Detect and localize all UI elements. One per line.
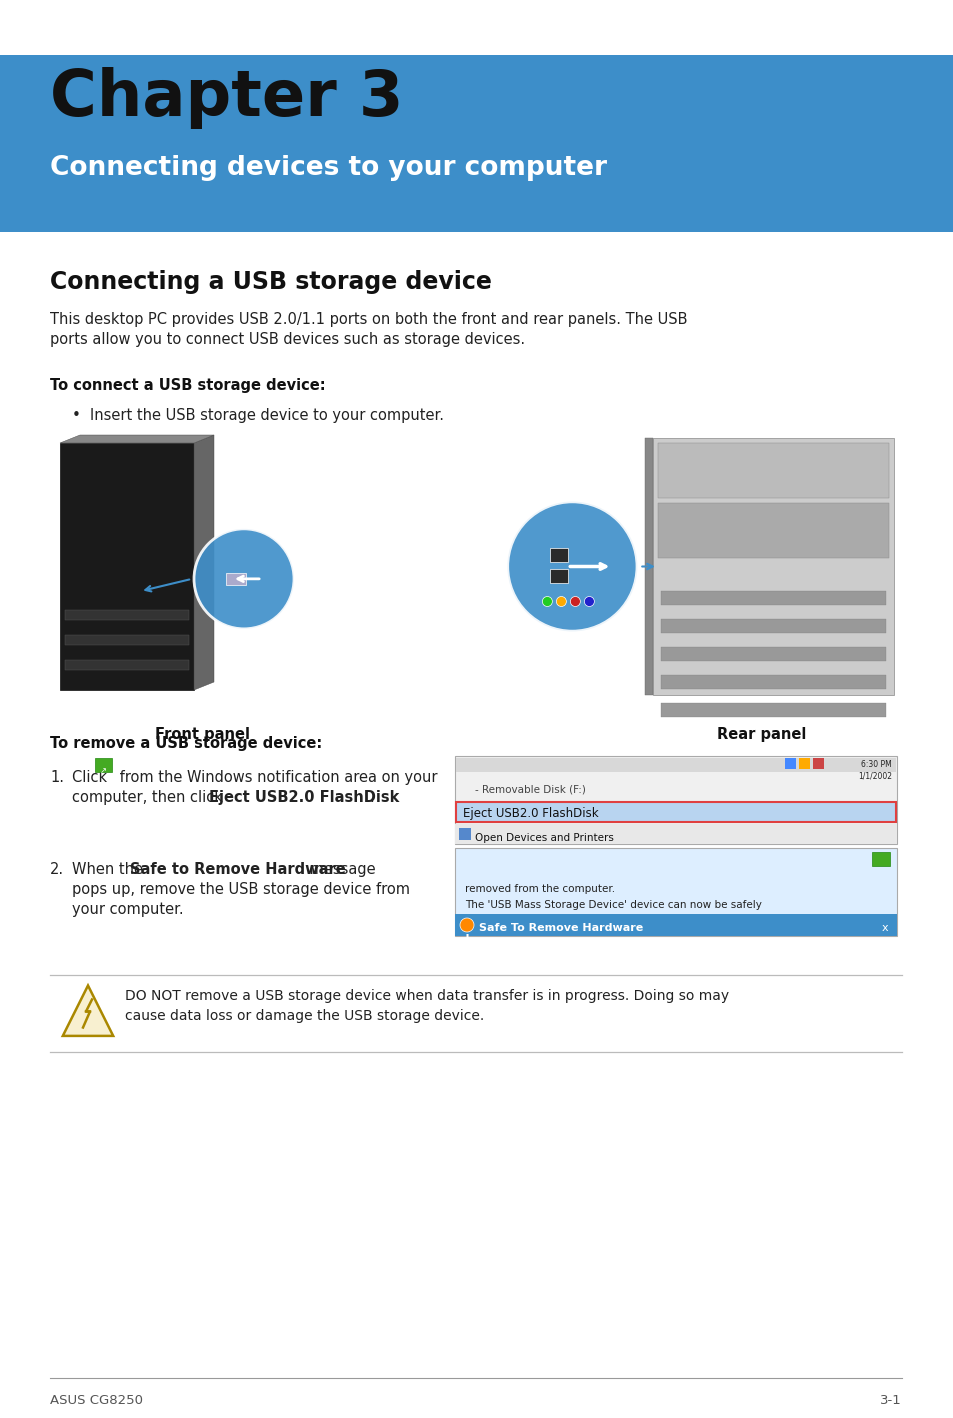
Bar xyxy=(455,756,896,844)
Bar xyxy=(660,620,885,632)
Text: .: . xyxy=(369,790,374,805)
Bar xyxy=(95,759,112,771)
Bar xyxy=(458,828,471,839)
Text: Safe To Remove Hardware: Safe To Remove Hardware xyxy=(478,923,642,933)
Bar xyxy=(550,547,568,562)
Text: DO NOT remove a USB storage device when data transfer is in progress. Doing so m: DO NOT remove a USB storage device when … xyxy=(125,988,728,1003)
Text: Connecting devices to your computer: Connecting devices to your computer xyxy=(50,155,606,182)
Bar xyxy=(65,635,189,645)
Text: Eject USB2.0 FlashDisk: Eject USB2.0 FlashDisk xyxy=(462,807,598,820)
Bar xyxy=(455,824,896,844)
Bar xyxy=(226,573,246,584)
Text: This desktop PC provides USB 2.0/1.1 ports on both the front and rear panels. Th: This desktop PC provides USB 2.0/1.1 por… xyxy=(50,312,687,328)
Circle shape xyxy=(570,597,579,607)
Bar xyxy=(657,442,888,498)
Text: - Removable Disk (F:): - Removable Disk (F:) xyxy=(475,784,585,794)
Bar xyxy=(550,569,568,583)
Circle shape xyxy=(507,502,637,631)
Bar xyxy=(871,852,889,866)
Circle shape xyxy=(584,597,594,607)
Text: your computer.: your computer. xyxy=(71,902,183,917)
Bar xyxy=(784,759,795,769)
Bar xyxy=(652,438,893,695)
Bar xyxy=(455,848,896,936)
Bar xyxy=(657,503,888,559)
Circle shape xyxy=(556,597,566,607)
Bar xyxy=(812,759,823,769)
Bar xyxy=(60,442,193,691)
Bar xyxy=(65,659,189,669)
Bar xyxy=(0,55,953,233)
Polygon shape xyxy=(60,435,213,442)
Text: 1.: 1. xyxy=(50,770,64,786)
Text: To connect a USB storage device:: To connect a USB storage device: xyxy=(50,379,325,393)
Text: Front panel: Front panel xyxy=(154,727,250,742)
Text: 2.: 2. xyxy=(50,862,64,876)
Text: Rear panel: Rear panel xyxy=(716,727,805,742)
Text: ↗: ↗ xyxy=(99,766,107,776)
Bar xyxy=(660,591,885,605)
Text: cause data loss or damage the USB storage device.: cause data loss or damage the USB storag… xyxy=(125,1010,484,1022)
Text: 6:30 PM
1/1/2002: 6:30 PM 1/1/2002 xyxy=(857,760,891,780)
Text: message: message xyxy=(305,862,375,876)
Text: To remove a USB storage device:: To remove a USB storage device: xyxy=(50,736,322,752)
Bar xyxy=(660,675,885,689)
Text: 3-1: 3-1 xyxy=(880,1394,901,1407)
Text: removed from the computer.: removed from the computer. xyxy=(464,883,615,893)
Text: When the: When the xyxy=(71,862,148,876)
Text: Eject USB2.0 FlashDisk: Eject USB2.0 FlashDisk xyxy=(209,790,399,805)
Text: Insert the USB storage device to your computer.: Insert the USB storage device to your co… xyxy=(90,408,443,423)
Text: The 'USB Mass Storage Device' device can now be safely: The 'USB Mass Storage Device' device can… xyxy=(464,900,761,910)
Text: Open Devices and Printers: Open Devices and Printers xyxy=(475,832,613,842)
Circle shape xyxy=(459,917,474,932)
Text: Chapter 3: Chapter 3 xyxy=(50,67,403,129)
Circle shape xyxy=(542,597,552,607)
Circle shape xyxy=(193,529,294,628)
Text: Click: Click xyxy=(71,770,112,786)
Bar xyxy=(456,759,895,771)
Text: computer, then click: computer, then click xyxy=(71,790,227,805)
Text: •: • xyxy=(71,408,81,423)
Text: from the Windows notification area on your: from the Windows notification area on yo… xyxy=(115,770,437,786)
Bar xyxy=(799,759,809,769)
Bar xyxy=(660,703,885,718)
Text: x: x xyxy=(881,923,887,933)
Bar xyxy=(456,803,895,822)
Bar xyxy=(660,647,885,661)
Polygon shape xyxy=(193,435,213,691)
Bar xyxy=(644,438,652,695)
Text: ASUS CG8250: ASUS CG8250 xyxy=(50,1394,143,1407)
Bar xyxy=(65,610,189,620)
Polygon shape xyxy=(63,986,113,1037)
Text: !: ! xyxy=(464,934,469,944)
Text: ports allow you to connect USB devices such as storage devices.: ports allow you to connect USB devices s… xyxy=(50,332,524,347)
Bar xyxy=(455,915,896,936)
Text: Safe to Remove Hardware: Safe to Remove Hardware xyxy=(130,862,345,876)
Text: pops up, remove the USB storage device from: pops up, remove the USB storage device f… xyxy=(71,882,410,898)
Text: Connecting a USB storage device: Connecting a USB storage device xyxy=(50,269,492,294)
